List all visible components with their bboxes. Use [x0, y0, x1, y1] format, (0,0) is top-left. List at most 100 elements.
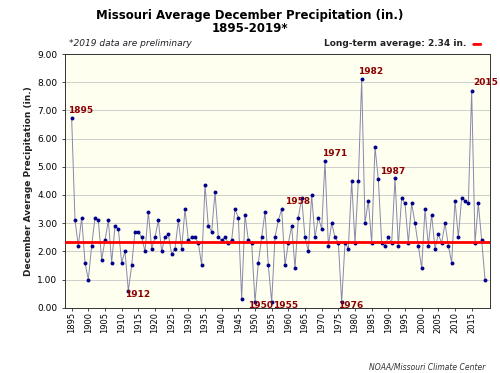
Point: [198, 263, 205, 269]
Point: [88, 243, 96, 249]
Point: [151, 234, 159, 240]
Point: [251, 299, 259, 305]
Point: [274, 217, 282, 223]
Point: [301, 234, 309, 240]
Point: [421, 206, 429, 212]
Point: [444, 243, 452, 249]
Point: [124, 288, 132, 294]
Point: [428, 212, 436, 218]
Point: [411, 220, 419, 226]
Point: [281, 263, 289, 269]
Point: [204, 223, 212, 229]
Point: [358, 76, 366, 82]
Y-axis label: December Average Precipitation (in.): December Average Precipitation (in.): [24, 86, 33, 276]
Point: [381, 243, 389, 249]
Point: [178, 245, 186, 251]
Point: [108, 260, 116, 266]
Point: [148, 245, 156, 251]
Point: [91, 214, 99, 220]
Point: [384, 234, 392, 240]
Point: [271, 234, 279, 240]
Point: [158, 248, 166, 254]
Point: [191, 234, 199, 240]
Text: 2015: 2015: [474, 78, 498, 87]
Text: 1958: 1958: [285, 197, 310, 206]
Point: [278, 206, 285, 212]
Text: 1955: 1955: [274, 301, 298, 310]
Point: [174, 217, 182, 223]
Point: [81, 260, 89, 266]
Point: [314, 214, 322, 220]
Point: [368, 240, 376, 246]
Point: [154, 217, 162, 223]
Point: [378, 240, 386, 246]
Point: [354, 178, 362, 184]
Point: [478, 237, 486, 243]
Point: [118, 260, 126, 266]
Point: [268, 299, 276, 305]
Point: [348, 178, 356, 184]
Text: Missouri Average December Precipitation (in.): Missouri Average December Precipitation …: [96, 9, 404, 22]
Point: [464, 200, 472, 206]
Point: [434, 232, 442, 238]
Text: 1895-2019*: 1895-2019*: [212, 22, 288, 35]
Point: [321, 158, 329, 164]
Point: [304, 248, 312, 254]
Point: [334, 240, 342, 246]
Point: [181, 206, 189, 212]
Point: [254, 260, 262, 266]
Point: [228, 237, 235, 243]
Point: [71, 217, 79, 223]
Point: [161, 234, 169, 240]
Point: [288, 223, 296, 229]
Point: [391, 175, 399, 181]
Point: [371, 144, 379, 150]
Point: [111, 223, 119, 229]
Point: [141, 248, 149, 254]
Point: [134, 229, 142, 235]
Point: [258, 234, 266, 240]
Point: [208, 229, 216, 235]
Text: 1950: 1950: [248, 301, 274, 310]
Point: [344, 245, 352, 251]
Point: [331, 234, 339, 240]
Point: [248, 240, 256, 246]
Text: 1987: 1987: [380, 167, 405, 176]
Point: [471, 240, 479, 246]
Point: [188, 234, 196, 240]
Text: 1971: 1971: [322, 149, 347, 158]
Point: [101, 237, 109, 243]
Point: [401, 200, 409, 206]
Point: [318, 226, 326, 232]
Point: [474, 200, 482, 206]
Point: [261, 209, 269, 215]
Point: [441, 220, 449, 226]
Point: [68, 115, 76, 121]
Text: 1895: 1895: [68, 106, 94, 115]
Point: [311, 234, 319, 240]
Point: [454, 234, 462, 240]
Point: [241, 212, 249, 218]
Point: [238, 296, 246, 302]
Point: [138, 234, 145, 240]
Point: [298, 195, 306, 201]
Point: [74, 243, 82, 249]
Point: [221, 234, 229, 240]
Text: 1976: 1976: [338, 301, 363, 310]
Point: [128, 263, 136, 269]
Point: [431, 245, 439, 251]
Point: [328, 220, 336, 226]
Point: [234, 214, 242, 220]
Point: [308, 192, 316, 198]
Text: Long-term average: 2.34 in.: Long-term average: 2.34 in.: [324, 39, 466, 48]
Point: [291, 265, 299, 271]
Point: [104, 217, 112, 223]
Point: [244, 237, 252, 243]
Point: [231, 206, 239, 212]
Point: [398, 195, 406, 201]
Point: [338, 299, 345, 305]
Point: [84, 276, 92, 282]
Point: [121, 248, 129, 254]
Point: [481, 276, 489, 282]
Point: [201, 182, 209, 188]
